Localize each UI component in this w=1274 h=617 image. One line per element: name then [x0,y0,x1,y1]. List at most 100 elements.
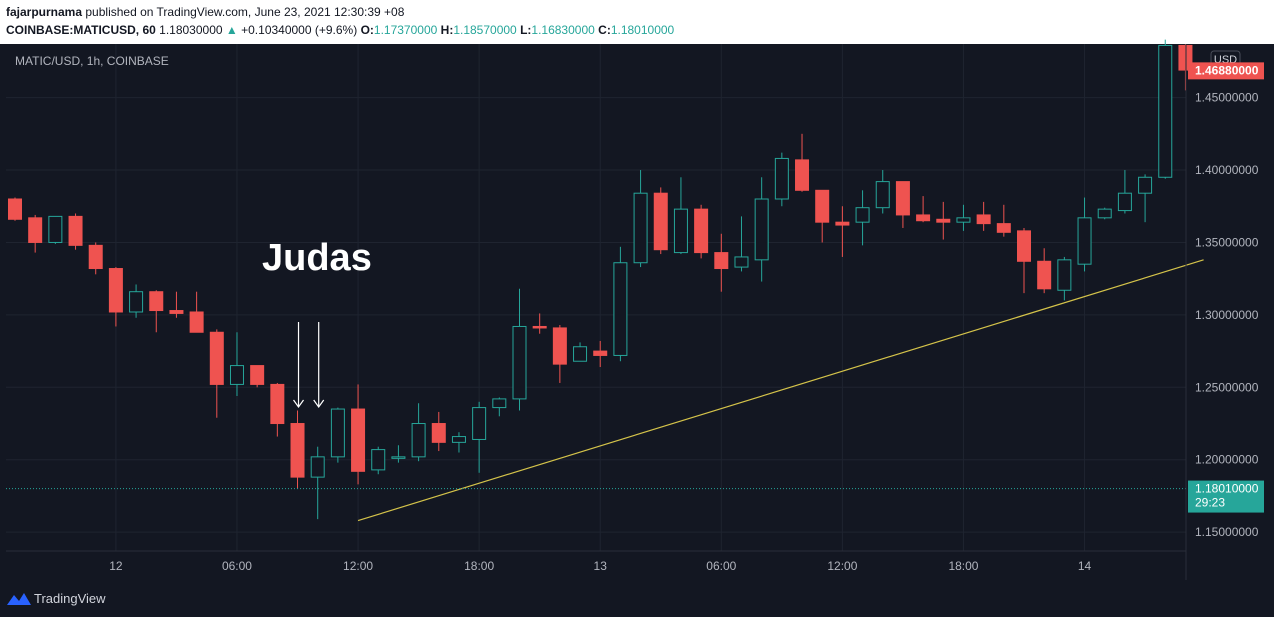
candle-down [431,411,446,452]
tradingview-logo-icon[interactable] [6,591,32,607]
candle-body [1077,217,1092,265]
candle-up [754,177,769,282]
time-tick-label: 12:00 [827,559,857,573]
candle-down [1037,248,1052,294]
low-label: L: [520,23,532,37]
last-price-text: 1.18030000 [159,23,223,37]
candle-down [1017,227,1031,294]
candle-down [28,214,43,253]
candle-up [855,190,870,246]
change-text: +0.10340000 (+9.6%) [241,23,358,37]
last-price-label: 1.18010000 [1195,482,1259,496]
price-axis[interactable]: 1.15000000 1.20000000 1.25000000 1.30000000… [1195,91,1259,540]
candle-up [512,288,527,411]
high-label: H: [440,23,454,37]
price-tick-label: 1.40000000 [1195,163,1259,177]
publish-info: fajarpurnama published on TradingView.co… [6,5,404,19]
last-price-box [1188,480,1264,513]
candle-body [734,256,749,268]
tradingview-brand[interactable]: TradingView [34,591,106,606]
candle-body [835,221,850,226]
candle-up [310,446,325,520]
candle-down [916,196,931,223]
candle-body [411,423,426,458]
candle-body [815,189,830,223]
down-arrow-icon [313,322,325,409]
candle-down [815,189,830,243]
candle-body [492,398,507,409]
price-tick-label: 1.35000000 [1195,235,1259,249]
candle-body [754,198,769,261]
chart-legend: MATIC/USD, 1h, COINBASE [15,54,169,68]
candle-up [613,246,628,362]
candle-body [290,423,305,478]
price-tick-label: 1.15000000 [1195,525,1259,539]
chart-background [6,44,1268,580]
drawings [6,259,1204,522]
candle-body [512,325,527,400]
candle-down [8,197,22,221]
candle-body [573,346,588,362]
candle-body [310,456,325,478]
annotation-text[interactable]: Judas [262,237,372,279]
candle-down [936,201,951,240]
candle-body [694,208,709,254]
candle-body [28,217,43,243]
candle-down [270,382,285,437]
close-label: C: [598,23,611,37]
bar-countdown: 29:23 [1195,496,1225,510]
candle-up [1057,256,1072,301]
candle-up [391,445,406,463]
candle-body [1037,260,1052,290]
time-tick-label: 12 [109,559,123,573]
candle-body [936,218,951,223]
candle-body [431,423,446,443]
time-tick-label: 18:00 [948,559,978,573]
candle-up [371,446,386,475]
time-tick-label: 06:00 [222,559,252,573]
candle-body [149,291,164,312]
candle-body [633,192,648,264]
candle-body [48,215,63,243]
candle-up [229,332,244,397]
candle-up [875,170,890,214]
price-tick-label: 1.25000000 [1195,380,1259,394]
candle-body [714,252,729,270]
arrow-head [313,399,325,409]
candle-body [189,311,204,333]
candle-up [472,401,487,473]
candle-up [1138,174,1153,223]
candle-down [795,133,810,192]
candle-body [875,181,890,209]
time-tick-label: 13 [594,559,608,573]
author-name[interactable]: fajarpurnama [6,5,83,19]
candle-down [169,291,184,318]
candle-down [68,213,83,250]
published-text: published on TradingView.com, June 23, 2… [85,5,405,19]
candle-body [1158,44,1173,178]
candle-up [451,432,466,453]
candle-up [673,177,688,255]
candle-body [996,223,1011,233]
candle-body [653,192,668,251]
candle-body [1138,176,1153,194]
candle-down [552,325,567,383]
price-tick-label: 1.30000000 [1195,308,1259,322]
candles [8,39,1193,520]
time-axis[interactable]: 12 06:00 12:00 18:00 13 06:00 12:00 18:00 14 [109,559,1091,573]
candle-up [1097,207,1112,220]
candle-up [330,407,345,463]
candle-body [1117,192,1132,212]
candle-body [108,268,123,313]
change-arrow-icon: ▲ [225,23,238,37]
candle-up [492,397,507,417]
candle-down [895,181,910,228]
candle-body [795,159,810,191]
candle-body [229,365,244,385]
current-high-price-box [1188,62,1264,80]
price-tick-label: 1.20000000 [1195,453,1259,467]
current-high-price-label: 1.46880000 [1195,63,1259,77]
candle-body [209,331,224,385]
candle-up [633,170,648,268]
